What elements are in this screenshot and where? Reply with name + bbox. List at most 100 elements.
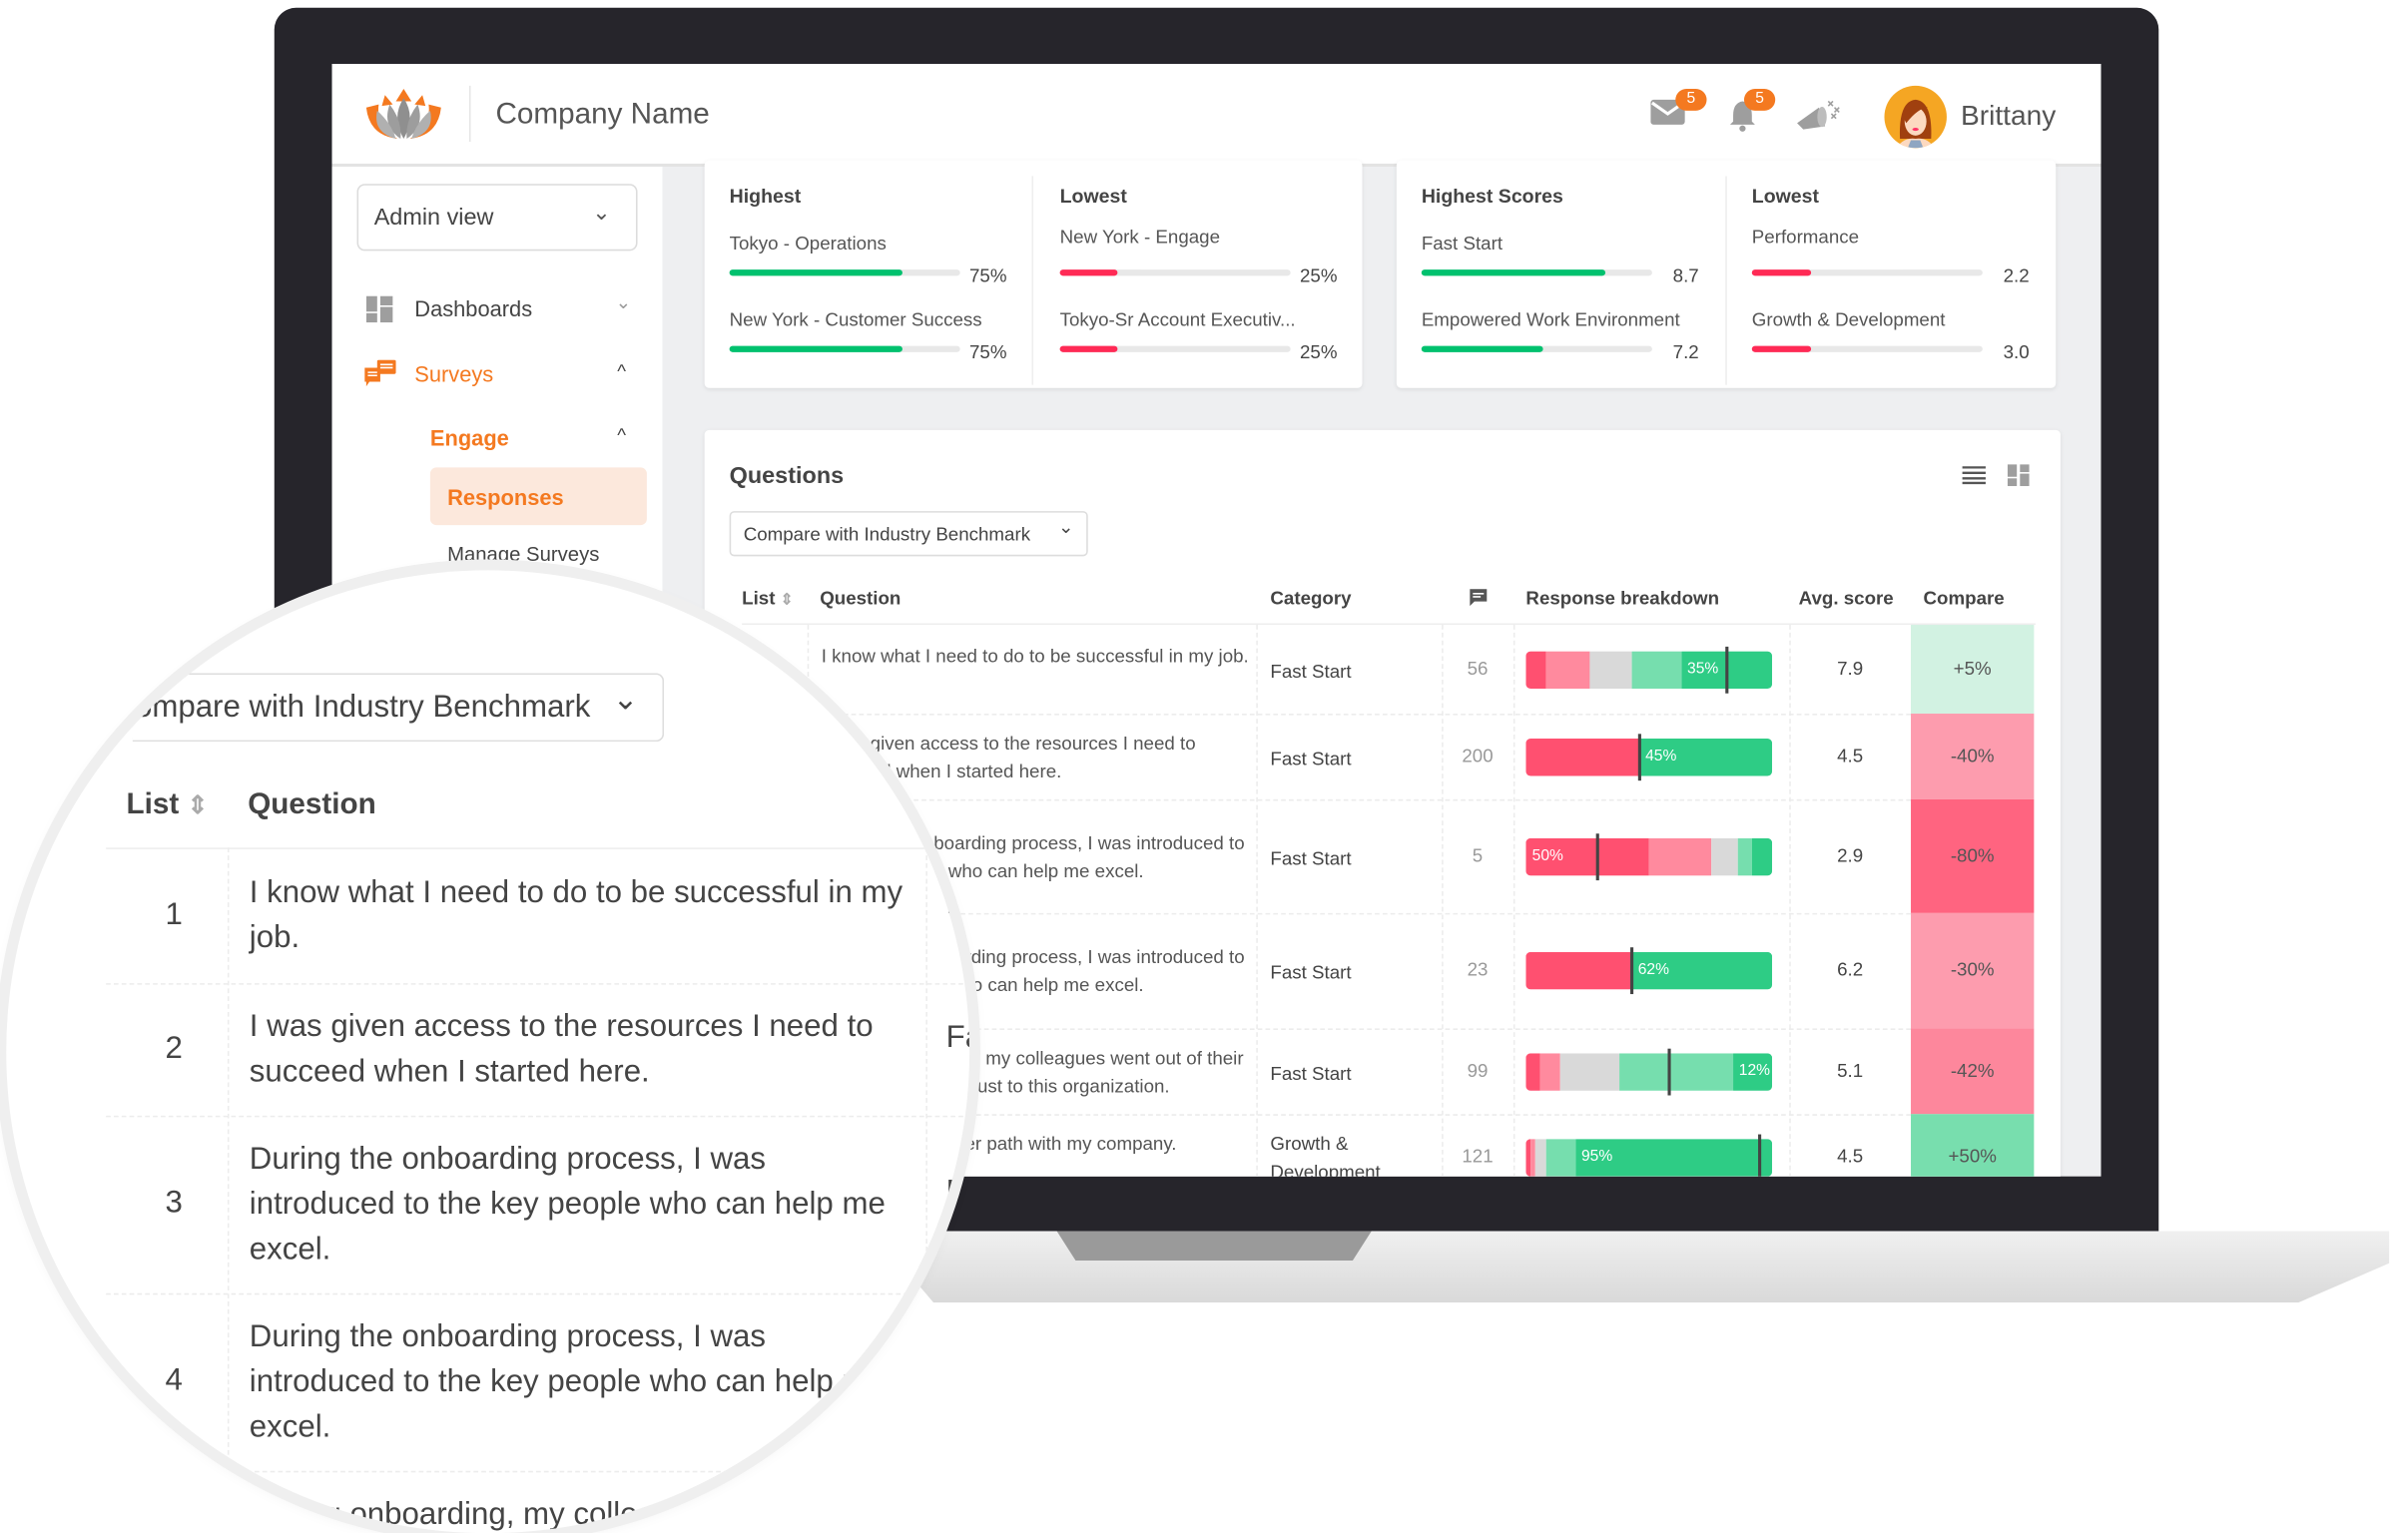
app-screen: Company Name 5 5 — [331, 64, 2102, 1177]
stat-progress-track — [1751, 345, 1983, 352]
bell-badge: 5 — [1743, 88, 1776, 111]
chevron-up-icon: ^ — [617, 423, 627, 446]
zoomed-question-text: I was given access to the resources I ne… — [249, 1008, 874, 1089]
category-text: Growth & Development — [1270, 1132, 1381, 1177]
column-header-question: Question — [820, 587, 902, 610]
stat-title: Highest — [729, 185, 802, 208]
stat-progress-fill — [1059, 269, 1118, 276]
zoomed-header-divider — [106, 847, 970, 849]
row-divider — [106, 1470, 970, 1473]
top-header: Company Name 5 5 — [331, 64, 2102, 168]
compare-cell-bg — [1911, 714, 2035, 799]
sidebar-item-label: Surveys — [414, 361, 494, 387]
stat-progress-track — [1059, 345, 1291, 352]
zoomed-question-text: I know what I need to do to be successfu… — [249, 874, 903, 955]
breakdown-segment — [1530, 1138, 1536, 1176]
breakdown-segment: 45% — [1638, 738, 1773, 775]
row-divider — [106, 983, 970, 985]
column-header-compare: Compare — [1923, 587, 2005, 610]
stat-progress-track — [1059, 269, 1291, 276]
grid-view-icon[interactable] — [2007, 464, 2030, 487]
stat-progress-track — [1751, 269, 1983, 276]
breakdown-segment — [1710, 837, 1738, 875]
breakdown-segment: 95% — [1574, 1138, 1773, 1176]
response-breakdown-bar[interactable]: 12% — [1525, 1052, 1772, 1091]
stat-progress-track — [1421, 269, 1652, 276]
sort-icon[interactable]: ⇕ — [187, 792, 209, 820]
stat-label: Fast Start — [1421, 232, 1504, 255]
response-breakdown-bar[interactable]: 45% — [1525, 738, 1773, 775]
chevron-down-icon: ⌄ — [612, 682, 639, 718]
category-text: Fast Start — [1270, 846, 1352, 869]
sort-icon[interactable]: ⇕ — [780, 592, 794, 610]
comment-count: 56 — [1467, 657, 1489, 679]
zoomed-compare-select[interactable]: Compare with Industry Benchmark ⌄ — [132, 673, 665, 743]
comment-count: 200 — [1462, 744, 1494, 766]
zoomed-category-text: Fast Start — [945, 1352, 969, 1387]
column-header-list[interactable]: List ⇕ — [742, 588, 794, 610]
row-divider — [742, 1114, 1912, 1116]
sidebar-item-surveys[interactable]: Surveys ^ — [363, 357, 644, 394]
compare-value: -42% — [1950, 1058, 1995, 1081]
stat-progress-fill — [1059, 345, 1118, 352]
stat-progress-fill — [729, 269, 903, 276]
response-breakdown-bar[interactable]: 50% — [1525, 837, 1773, 875]
zoomed-column-header-list[interactable]: List ⇕ — [126, 788, 208, 822]
response-breakdown-bar[interactable]: 95% — [1525, 1138, 1773, 1176]
stat-progress-fill — [1421, 269, 1606, 276]
stat-value: 8.7 — [1672, 264, 1699, 287]
list-view-icon[interactable] — [1962, 466, 1986, 485]
dashboard-icon — [365, 295, 393, 323]
breakdown-segment — [1631, 650, 1681, 689]
magnifier-zoom: Compare with Industry Benchmark ⌄ List ⇕… — [6, 570, 970, 1533]
breakdown-segment — [1540, 1052, 1560, 1091]
breakdown-segment — [1525, 650, 1546, 689]
stat-value: 25% — [1299, 264, 1338, 287]
mail-button[interactable]: 5 — [1650, 88, 1707, 126]
breakdown-segment — [1545, 1138, 1575, 1176]
compare-value: -40% — [1950, 744, 1995, 766]
column-header-breakdown: Response breakdown — [1525, 587, 1720, 610]
comment-count: 121 — [1462, 1144, 1494, 1167]
breakdown-segment — [1525, 1052, 1541, 1091]
benchmark-marker — [1758, 1133, 1762, 1177]
megaphone-icon[interactable] — [1794, 98, 1841, 135]
comment-count: 99 — [1467, 1058, 1489, 1081]
questions-title: Questions — [729, 462, 845, 490]
row-divider — [742, 798, 1912, 801]
sidebar-subitem-manage-surveys[interactable]: Manage Surveys — [447, 542, 600, 566]
chevron-down-icon: ⌄ — [592, 199, 611, 225]
compare-select[interactable]: Compare with Industry Benchmark ⌄ — [729, 511, 1088, 557]
breakdown-segment — [1525, 738, 1639, 775]
list-header-label: List — [126, 787, 180, 821]
stat-progress-track — [729, 345, 960, 352]
avg-score: 5.1 — [1837, 1058, 1864, 1081]
comment-count: 23 — [1467, 958, 1489, 980]
column-header-category: Category — [1270, 587, 1352, 610]
sidebar-subitem-engage[interactable]: Engage ^ — [430, 422, 644, 456]
card-divider — [1725, 176, 1727, 385]
benchmark-marker — [1666, 1047, 1671, 1095]
notifications-button[interactable]: 5 — [1728, 88, 1776, 132]
sidebar-item-dashboards[interactable]: Dashboards ⌄ — [363, 291, 644, 328]
compare-cell-bg — [1911, 912, 2035, 1029]
stat-value: 25% — [1299, 340, 1338, 363]
user-avatar[interactable] — [1884, 85, 1947, 149]
zoomed-category-text: Fast Start — [945, 1489, 969, 1524]
stat-value: 75% — [969, 340, 1007, 363]
response-breakdown-bar[interactable]: 62% — [1525, 951, 1773, 990]
list-header-label: List — [742, 587, 776, 610]
breakdown-label: 50% — [1531, 846, 1563, 864]
response-breakdown-bar[interactable]: 35% — [1525, 650, 1773, 689]
avatar-illustration-icon — [1896, 99, 1935, 149]
column-divider — [227, 847, 230, 1533]
view-select[interactable]: Admin view ⌄ — [356, 184, 638, 252]
stat-value: 75% — [969, 264, 1007, 287]
zoomed-column-header-question: Question — [248, 787, 376, 821]
user-name[interactable]: Brittany — [1960, 99, 2057, 132]
sidebar-subitem-responses[interactable]: Responses — [429, 467, 647, 526]
lotus-logo-icon[interactable] — [363, 86, 444, 142]
row-divider — [742, 912, 1912, 915]
benchmark-marker — [1724, 646, 1729, 693]
stat-progress-track — [1421, 345, 1652, 352]
